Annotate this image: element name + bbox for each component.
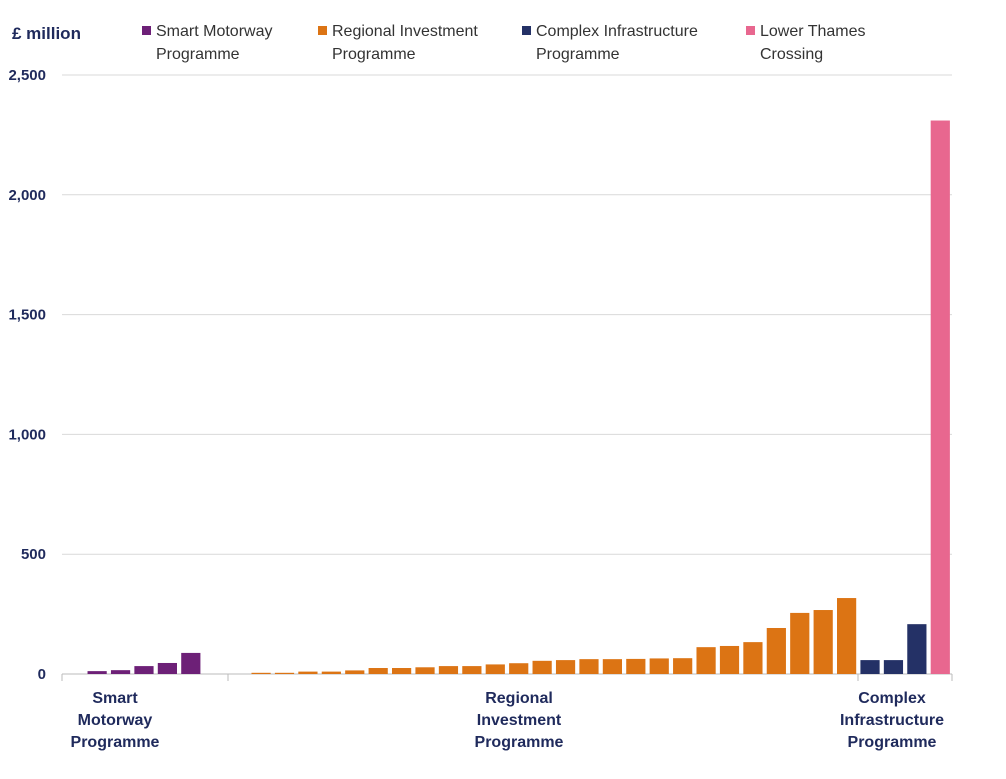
bar — [298, 671, 318, 674]
legend-swatch — [522, 26, 531, 35]
bar — [87, 671, 107, 674]
legend-label: Regional Investment Programme — [332, 23, 478, 63]
bar — [181, 652, 201, 674]
bar — [907, 624, 927, 674]
legend-item: Complex Infrastructure Programme — [520, 20, 726, 66]
bar — [251, 672, 271, 674]
group-label: Complex Infrastructure Programme — [839, 690, 945, 751]
bar — [579, 659, 599, 674]
bar — [274, 672, 295, 674]
bar — [790, 612, 810, 674]
bar — [555, 660, 576, 674]
group-label: Regional Investment Programme — [474, 690, 564, 751]
bar — [626, 658, 646, 674]
bar — [696, 647, 716, 674]
legend-item: Regional Investment Programme — [316, 20, 502, 66]
bar — [485, 664, 505, 674]
bar — [345, 670, 365, 674]
bar — [649, 658, 669, 674]
bar — [415, 667, 435, 674]
legend-item: Lower Thames Crossing — [744, 20, 890, 66]
y-tick-label: 2,000 — [8, 187, 46, 204]
bar — [837, 598, 857, 674]
bar — [462, 666, 482, 674]
legend-swatch — [142, 26, 151, 35]
bar — [602, 659, 622, 674]
bar — [883, 660, 904, 674]
bar — [438, 666, 459, 674]
legend-label: Complex Infrastructure Programme — [536, 23, 698, 63]
legend-swatch — [746, 26, 755, 35]
bar — [743, 642, 763, 674]
y-tick-label: 1,500 — [8, 307, 46, 324]
bar — [673, 658, 693, 674]
y-axis-title: £ million — [12, 24, 81, 43]
bar — [719, 645, 740, 674]
y-tick-label: 1,000 — [8, 426, 46, 443]
y-tick-label: 2,500 — [8, 67, 46, 84]
bar — [860, 660, 880, 674]
legend-label: Smart Motorway Programme — [156, 23, 273, 63]
y-tick-label: 0 — [38, 666, 46, 683]
bar — [110, 670, 131, 674]
bar — [509, 663, 529, 674]
legend-swatch — [318, 26, 327, 35]
legend-label: Lower Thames Crossing — [760, 23, 866, 63]
bar — [930, 120, 950, 675]
bar — [368, 668, 388, 674]
bar — [321, 671, 341, 674]
bar — [532, 660, 552, 674]
bar — [134, 666, 154, 674]
y-tick-label: 500 — [21, 546, 46, 563]
bar — [766, 627, 786, 674]
bar — [813, 610, 833, 674]
bar — [157, 662, 177, 674]
bar — [392, 668, 412, 674]
group-label: Smart Motorway Programme — [70, 690, 160, 751]
legend-item: Smart Motorway Programme — [140, 20, 276, 66]
